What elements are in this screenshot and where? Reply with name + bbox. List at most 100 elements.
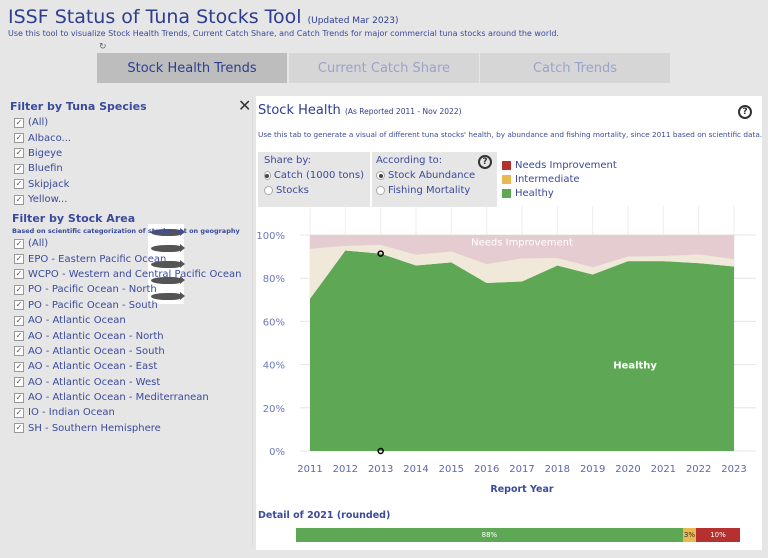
close-icon[interactable]: ✕ [238, 96, 252, 115]
area-healthy[interactable] [310, 250, 734, 451]
checkbox-checked-icon: ✓ [14, 238, 24, 249]
checkbox-checked-icon: ✓ [14, 254, 24, 265]
section-description: Use this tab to generate a visual of dif… [258, 130, 763, 139]
species-checkbox[interactable]: ✓ Bluefin [14, 161, 71, 176]
area-checkbox[interactable]: ✓ AO - Atlantic Ocean - Mediterranean [14, 390, 241, 405]
area-checkbox[interactable]: ✓ PO - Pacific Ocean - South [14, 298, 241, 313]
filter-panel: Filter by Tuna Species ✕ ✓ (All) ✓ Albaco..… [8, 96, 253, 546]
app-title: ISSF Status of Tuna Stocks Tool (Updated… [8, 6, 399, 28]
radio-catch-label: Catch (1000 tons) [273, 170, 364, 181]
legend-label: Needs Improvement [515, 159, 617, 171]
radio-fishing-mortality[interactable]: Fishing Mortality [376, 183, 493, 198]
area-checkbox[interactable]: ✓ SH - Southern Hemisphere [14, 421, 241, 436]
area-label: AO - Atlantic Ocean - East [28, 361, 158, 373]
detail-segment[interactable]: 10% [696, 528, 740, 542]
x-tick-label: 2019 [580, 464, 605, 475]
area-checkbox[interactable]: ✓ WCPO - Western and Central Pacific Ocea… [14, 267, 241, 282]
detail-segment[interactable]: 88% [296, 528, 683, 542]
checkbox-checked-icon: ✓ [14, 117, 24, 128]
x-tick-label: 2018 [545, 464, 570, 475]
area-label: (All) [28, 238, 49, 250]
species-checkbox[interactable]: ✓ Albaco... [14, 130, 71, 145]
radio-catch[interactable]: Catch (1000 tons) [264, 168, 364, 183]
species-checkbox[interactable]: ✓ Yellow... [14, 192, 71, 207]
main-panel: Stock Health (As Reported 2011 - Nov 202… [256, 96, 762, 550]
checkbox-checked-icon: ✓ [14, 269, 24, 280]
x-tick-label: 2017 [509, 464, 534, 475]
share-by-label: Share by: [264, 155, 311, 166]
radio-selected-icon [264, 171, 271, 180]
area-label: PO - Pacific Ocean - North [28, 284, 157, 296]
radio-stock-abundance-label: Stock Abundance [388, 170, 476, 181]
radio-stocks-label: Stocks [276, 185, 309, 196]
y-tick-label: 20% [263, 404, 285, 415]
species-label: Bluefin [28, 163, 63, 175]
checkbox-checked-icon: ✓ [14, 284, 24, 295]
detail-title: Detail of 2021 (rounded) [258, 510, 391, 521]
area-checkbox[interactable]: ✓ PO - Pacific Ocean - North [14, 282, 241, 297]
app-subtitle: Use this tool to visualize Stock Health … [8, 29, 559, 38]
area-label-healthy: Healthy [613, 361, 657, 372]
title-text: ISSF Status of Tuna Stocks Tool [8, 6, 302, 28]
section-title: Stock Health (As Reported 2011 - Nov 202… [258, 103, 462, 118]
according-to-help-icon[interactable]: ? [478, 155, 492, 169]
legend-item[interactable]: Intermediate [502, 172, 617, 186]
stock-health-chart: 0% 20% 40% 60% 80% 100% Needs Improvement Healt… [256, 206, 756, 495]
area-checkbox[interactable]: ✓ EPO - Eastern Pacific Ocean [14, 251, 241, 266]
x-tick-label: 2023 [721, 464, 746, 475]
radio-stock-abundance[interactable]: Stock Abundance [376, 168, 493, 183]
area-checkbox[interactable]: ✓ IO - Indian Ocean [14, 405, 241, 420]
legend-item[interactable]: Needs Improvement [502, 158, 617, 172]
area-intermediate[interactable] [310, 244, 734, 299]
x-tick-label: 2012 [333, 464, 358, 475]
species-checkbox[interactable]: ✓ Skipjack [14, 177, 71, 192]
area-filter-note: Based on scientific categorization of st… [12, 227, 240, 235]
reset-icon[interactable]: ↻ [99, 42, 107, 52]
area-checkbox[interactable]: ✓ AO - Atlantic Ocean - East [14, 359, 241, 374]
according-to-control: According to: Stock Abundance Fishing Mo… [372, 152, 497, 207]
tab-catch-trends[interactable]: Catch Trends [480, 53, 670, 83]
radio-fishing-mortality-label: Fishing Mortality [388, 185, 471, 196]
area-checkbox[interactable]: ✓ (All) [14, 236, 241, 251]
radio-unselected-icon [264, 186, 273, 195]
legend-swatch [502, 188, 511, 198]
y-tick-label: 40% [263, 361, 285, 372]
area-label: AO - Atlantic Ocean - North [28, 330, 164, 342]
area-label: AO - Atlantic Ocean - Mediterranean [28, 392, 209, 404]
tab-current-catch-share[interactable]: Current Catch Share [289, 53, 479, 83]
radio-stocks[interactable]: Stocks [264, 183, 364, 198]
legend-item[interactable]: Healthy [502, 186, 617, 200]
share-by-control: Share by: Catch (1000 tons) Stocks [258, 152, 370, 207]
x-tick-label: 2013 [368, 464, 393, 475]
according-to-label: According to: [376, 155, 443, 166]
area-label: AO - Atlantic Ocean [28, 315, 126, 327]
x-tick-label: 2020 [615, 464, 640, 475]
section-title-text: Stock Health [258, 103, 341, 118]
checkbox-checked-icon: ✓ [14, 300, 24, 311]
marker-point [377, 250, 384, 257]
legend-label: Intermediate [515, 173, 580, 185]
species-checkbox[interactable]: ✓ Bigeye [14, 146, 71, 161]
species-label: Bigeye [28, 147, 63, 159]
checkbox-checked-icon: ✓ [14, 194, 24, 205]
marker-point [377, 447, 384, 455]
area-needs-improvement[interactable] [310, 235, 734, 268]
checkbox-checked-icon: ✓ [14, 331, 24, 342]
y-tick-label: 80% [263, 274, 285, 285]
detail-segment[interactable]: 3% [682, 528, 697, 542]
area-checkbox[interactable]: ✓ AO - Atlantic Ocean - South [14, 344, 241, 359]
checkbox-checked-icon: ✓ [14, 346, 24, 357]
area-label-needs-improvement: Needs Improvement [471, 237, 573, 248]
area-checkbox[interactable]: ✓ AO - Atlantic Ocean - North [14, 328, 241, 343]
checkbox-checked-icon: ✓ [14, 361, 24, 372]
checkbox-checked-icon: ✓ [14, 392, 24, 403]
species-checkbox[interactable]: ✓ (All) [14, 115, 71, 130]
species-label: Albaco... [28, 132, 72, 144]
area-checkbox[interactable]: ✓ AO - Atlantic Ocean [14, 313, 241, 328]
area-checkbox[interactable]: ✓ AO - Atlantic Ocean - West [14, 375, 241, 390]
checkbox-checked-icon: ✓ [14, 377, 24, 388]
help-icon[interactable]: ? [738, 105, 752, 119]
tab-stock-health-trends[interactable]: Stock Health Trends [97, 53, 287, 83]
radio-unselected-icon [376, 186, 385, 195]
checkbox-checked-icon: ✓ [14, 179, 24, 190]
